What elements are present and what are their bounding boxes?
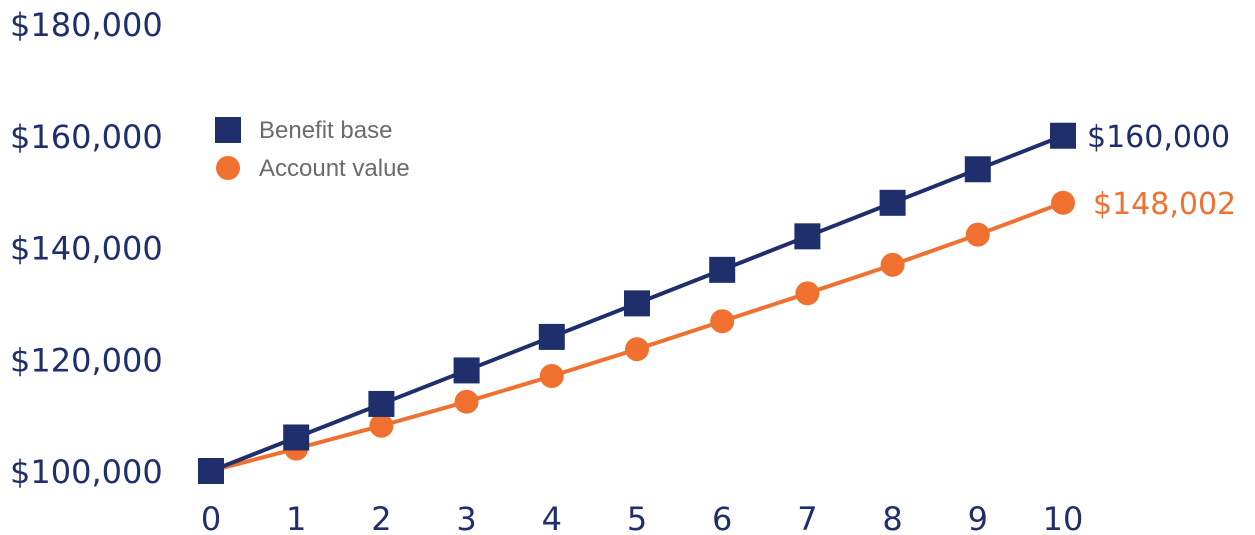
account-value-point — [539, 364, 564, 389]
y-tick-label: $160,000 — [10, 118, 163, 156]
y-tick-label: $140,000 — [10, 230, 163, 268]
x-tick-label: 9 — [968, 500, 988, 535]
account-value-point — [369, 413, 394, 438]
legend-label: Account value — [259, 155, 410, 182]
x-tick-label: 1 — [286, 500, 306, 535]
y-tick-label: $120,000 — [10, 341, 163, 379]
legend-square-icon — [215, 117, 241, 143]
x-tick-label: 0 — [201, 500, 221, 535]
series-line-account-value — [210, 200, 1064, 473]
x-tick-label: 6 — [712, 500, 732, 535]
benefit-base-point — [624, 290, 650, 317]
benefit-base-point — [453, 357, 480, 384]
benefit-base-point — [964, 156, 991, 183]
x-tick-label: 10 — [1043, 500, 1084, 535]
benefit-base-point — [709, 256, 736, 283]
account-value-point — [625, 337, 649, 362]
x-tick-label: 2 — [371, 500, 391, 535]
benefit-base-point — [198, 458, 224, 484]
account-value-point — [1051, 190, 1075, 215]
benefit-base-point — [879, 189, 906, 216]
benefit-base-point — [1050, 122, 1076, 149]
y-tick-label: $100,000 — [10, 453, 163, 491]
benefit-base-point — [368, 390, 395, 417]
account-value-point — [454, 389, 479, 414]
legend-label: Benefit base — [259, 117, 392, 144]
benefit-base-end-label: $160,000 — [1087, 120, 1230, 155]
series-markers — [198, 122, 1076, 484]
account-value-end-label: $148,002 — [1093, 187, 1236, 222]
account-value-point — [795, 281, 820, 306]
legend: Benefit base Account value — [215, 117, 410, 182]
benefit-base-point — [794, 223, 821, 250]
x-axis: 0 1 2 3 4 5 6 7 8 9 10 — [201, 500, 1084, 535]
account-value-point — [880, 252, 905, 277]
x-tick-label: 4 — [542, 500, 562, 535]
x-tick-label: 7 — [797, 500, 817, 535]
account-value-point — [710, 309, 735, 334]
x-tick-label: 3 — [456, 500, 476, 535]
y-axis: $100,000 $120,000 $140,000 $160,000 $180,000 — [10, 6, 163, 491]
end-labels: $160,000 $148,002 — [1087, 120, 1236, 222]
benefit-base-point — [538, 323, 565, 350]
benefit-base-point — [283, 424, 310, 451]
legend-circle-icon — [216, 156, 240, 180]
x-tick-label: 5 — [627, 500, 647, 535]
y-tick-label: $180,000 — [10, 6, 163, 44]
account-value-point — [965, 222, 990, 247]
x-tick-label: 8 — [882, 500, 902, 535]
